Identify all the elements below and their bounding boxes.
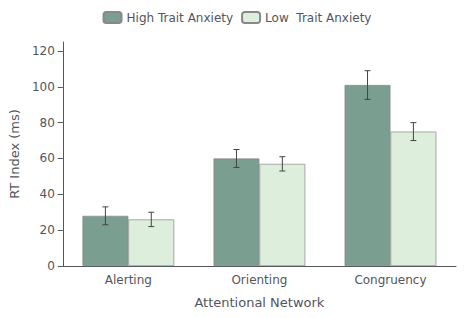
svg-text:40: 40 (40, 187, 55, 201)
svg-text:Low Trait Anxiety: Low Trait Anxiety (265, 11, 371, 25)
svg-text:60: 60 (40, 151, 55, 165)
svg-text:Alerting: Alerting (105, 273, 152, 287)
svg-text:100: 100 (32, 80, 55, 94)
svg-text:High Trait Anxiety: High Trait Anxiety (127, 11, 234, 25)
svg-text:Attentional Network: Attentional Network (194, 295, 324, 310)
svg-text:Orienting: Orienting (231, 273, 287, 287)
svg-text:0: 0 (47, 259, 55, 273)
svg-text:20: 20 (40, 223, 55, 237)
svg-text:RT Index (ms): RT Index (ms) (7, 109, 22, 199)
svg-text:80: 80 (40, 116, 55, 130)
svg-text:Congruency: Congruency (354, 273, 426, 287)
svg-text:120: 120 (32, 44, 55, 58)
